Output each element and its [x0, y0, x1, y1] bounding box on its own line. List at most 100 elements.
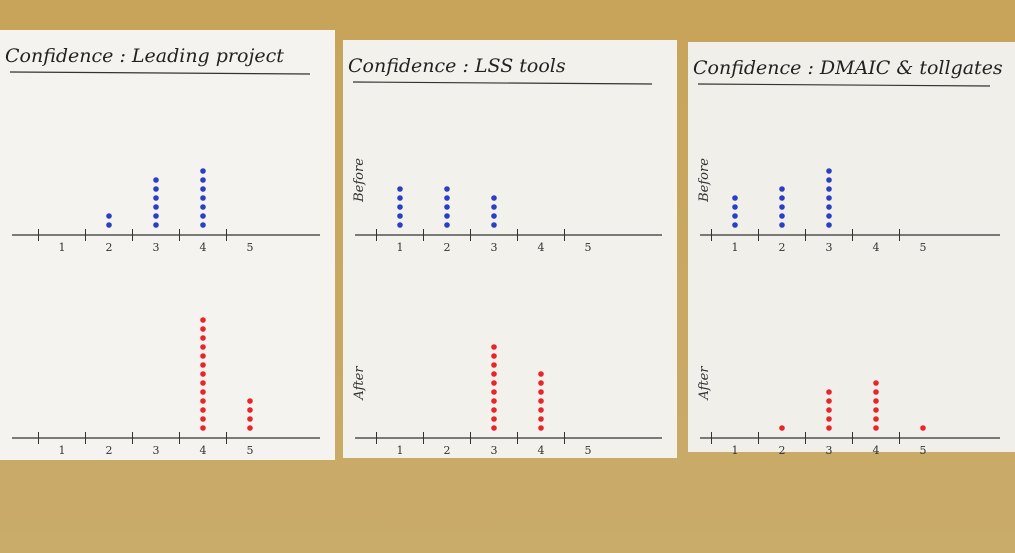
dot	[200, 398, 206, 404]
dot	[247, 398, 253, 404]
dot	[538, 380, 544, 386]
x-tick-label: 4	[200, 444, 207, 457]
x-tick-label: 4	[200, 241, 207, 254]
x-tick-label: 2	[444, 444, 451, 457]
dot	[444, 204, 450, 210]
dot	[200, 416, 206, 422]
dot	[200, 204, 206, 210]
series-label: After	[352, 366, 367, 401]
x-tick-label: 5	[920, 444, 927, 457]
x-tick-label: 1	[732, 444, 739, 457]
dot	[826, 407, 832, 413]
dot	[444, 213, 450, 219]
x-tick-label: 2	[779, 444, 786, 457]
dot	[538, 407, 544, 413]
x-tick-label: 3	[491, 444, 498, 457]
sheet	[343, 40, 677, 458]
dot	[779, 425, 785, 431]
dot	[200, 326, 206, 332]
dot	[826, 389, 832, 395]
dot	[732, 222, 738, 228]
x-tick-label: 3	[153, 241, 160, 254]
dot	[247, 407, 253, 413]
x-tick-label: 1	[59, 241, 66, 254]
dot	[397, 213, 403, 219]
sheet	[688, 42, 1015, 452]
x-tick-label: 5	[585, 241, 592, 254]
dot	[779, 186, 785, 192]
dot	[200, 195, 206, 201]
x-tick-label: 5	[247, 241, 254, 254]
dot	[732, 213, 738, 219]
series-label: After	[697, 366, 712, 401]
dot	[732, 204, 738, 210]
dot	[873, 416, 879, 422]
dot	[538, 425, 544, 431]
dot	[200, 371, 206, 377]
dot	[826, 204, 832, 210]
title-underline	[352, 81, 653, 85]
dot	[153, 213, 159, 219]
title-underline	[697, 83, 991, 87]
x-tick-label: 3	[491, 241, 498, 254]
dot	[153, 222, 159, 228]
dot	[491, 213, 497, 219]
x-tick-label: 4	[873, 241, 880, 254]
dot	[444, 195, 450, 201]
dot	[200, 380, 206, 386]
dot	[200, 362, 206, 368]
dot	[538, 371, 544, 377]
dot	[200, 213, 206, 219]
dot	[873, 389, 879, 395]
dot	[491, 416, 497, 422]
dot	[491, 425, 497, 431]
dot	[200, 317, 206, 323]
dot	[153, 177, 159, 183]
x-tick-label: 4	[538, 241, 545, 254]
x-tick-label: 2	[106, 241, 113, 254]
dot	[153, 186, 159, 192]
sheet	[0, 30, 335, 460]
dot	[200, 389, 206, 395]
dot	[200, 222, 206, 228]
chart-title: Confidence : DMAIC & tollgates	[693, 57, 1003, 79]
dot	[873, 398, 879, 404]
dot	[397, 222, 403, 228]
x-tick-label: 2	[106, 444, 113, 457]
x-tick-label: 2	[444, 241, 451, 254]
dot	[779, 222, 785, 228]
x-tick-label: 3	[153, 444, 160, 457]
x-tick-label: 1	[59, 444, 66, 457]
x-tick-label: 3	[826, 241, 833, 254]
dot	[491, 362, 497, 368]
x-tick-label: 1	[397, 444, 404, 457]
dot	[826, 222, 832, 228]
x-tick-label: 3	[826, 444, 833, 457]
series-label: Before	[697, 158, 712, 203]
dot	[200, 407, 206, 413]
dot	[444, 222, 450, 228]
dot	[873, 380, 879, 386]
dot	[779, 213, 785, 219]
dot	[153, 195, 159, 201]
dot	[826, 425, 832, 431]
dot	[106, 222, 112, 228]
dot	[153, 204, 159, 210]
chart-title: Confidence : LSS tools	[348, 55, 566, 77]
dot	[732, 195, 738, 201]
dot	[397, 186, 403, 192]
x-tick-label: 5	[920, 241, 927, 254]
dot	[247, 425, 253, 431]
x-tick-label: 1	[732, 241, 739, 254]
dot	[826, 186, 832, 192]
dot	[491, 344, 497, 350]
dot	[538, 416, 544, 422]
dot	[247, 416, 253, 422]
title-underline	[9, 71, 311, 75]
dot	[491, 195, 497, 201]
dot	[491, 398, 497, 404]
dot	[826, 168, 832, 174]
dot	[491, 222, 497, 228]
x-tick-label: 2	[779, 241, 786, 254]
